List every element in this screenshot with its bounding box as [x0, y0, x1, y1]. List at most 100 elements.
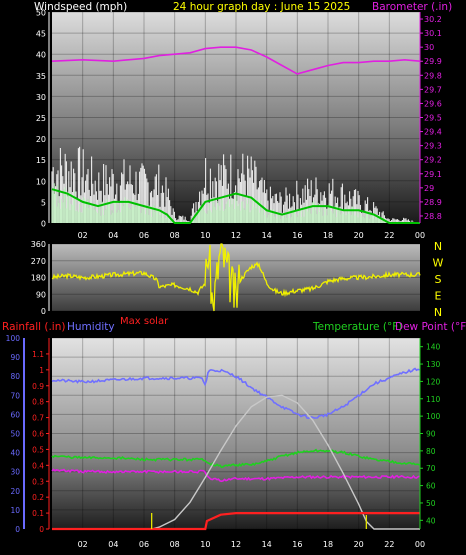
temp-x-tick-label: 22	[384, 540, 394, 549]
rain-tick-label: 0.7	[32, 414, 44, 423]
barometer-tick-label: 29.4	[424, 128, 442, 137]
wind-direction-line	[51, 243, 421, 312]
barometer-tick-label: 28.8	[424, 212, 442, 221]
temp-x-tick-label: 20	[354, 540, 364, 549]
temp-x-tick-label: 10	[200, 540, 210, 549]
temp-tick-label: 50	[426, 499, 436, 508]
barometer-tick-label: 29.5	[424, 114, 442, 123]
temp-tick-label: 140	[426, 343, 441, 352]
dew-point-label: Dew Point (°F)	[395, 321, 466, 333]
wind-y-tick-label: 0	[41, 220, 46, 229]
rain-tick-label: 0.8	[32, 398, 44, 407]
barometer-label: Barometer (.in)	[372, 1, 452, 13]
barometer-line	[51, 46, 421, 75]
wind-x-tick-label: 16	[292, 231, 302, 240]
barometer-tick-label: 30.2	[424, 15, 442, 24]
humidity-tick-label: 80	[10, 372, 20, 381]
rain-tick-label: 0.2	[32, 493, 44, 502]
barometer-tick-label: 29.9	[424, 57, 442, 66]
wind-x-tick-label: 12	[231, 231, 241, 240]
wind-x-tick-label: 02	[78, 231, 88, 240]
wind-x-tick-label: 14	[262, 231, 272, 240]
temp-x-tick-label: 00	[415, 540, 425, 549]
wind-average-series	[51, 183, 388, 223]
direction-y-tick-label: 270	[31, 257, 46, 266]
rain-tick-label: 0.6	[32, 430, 44, 439]
temp-tick-label: 90	[426, 430, 436, 439]
wind-x-tick-label: 20	[354, 231, 364, 240]
wind-y-tick-label: 40	[36, 51, 46, 60]
series-rainfall	[52, 512, 420, 531]
temp-tick-label: 60	[426, 482, 436, 491]
rain-tick-label: 1.1	[32, 350, 44, 359]
humidity-tick-label: 40	[10, 449, 20, 458]
barometer-tick-label: 28.9	[424, 198, 442, 207]
wind-x-tick-label: 18	[323, 231, 333, 240]
compass-label: N	[434, 240, 442, 253]
humidity-tick-label: 70	[10, 391, 20, 400]
series-max-solar	[52, 394, 420, 530]
temp-tick-label: 130	[426, 360, 441, 369]
wind-y-tick-label: 35	[36, 72, 46, 81]
barometer-tick-label: 29.1	[424, 170, 442, 179]
compass-label: N	[434, 306, 442, 319]
temp-x-tick-label: 08	[170, 540, 180, 549]
wind-x-tick-label: 10	[200, 231, 210, 240]
rain-tick-label: 0.1	[32, 509, 44, 518]
direction-y-tick-label: 360	[31, 240, 46, 249]
wind-x-tick-label: 08	[170, 231, 180, 240]
direction-y-tick-label: 0	[41, 307, 46, 316]
barometer-tick-label: 29.6	[424, 99, 442, 108]
barometer-tick-label: 29	[424, 184, 434, 193]
temp-x-tick-label: 02	[78, 540, 88, 549]
compass-label: E	[435, 290, 442, 303]
rain-tick-label: 0.9	[32, 382, 44, 391]
temp-x-tick-label: 16	[292, 540, 302, 549]
humidity-tick-label: 30	[10, 468, 20, 477]
wind-x-tick-label: 22	[384, 231, 394, 240]
temp-tick-label: 110	[426, 395, 441, 404]
series-temperature	[51, 448, 420, 469]
barometer-tick-label: 29.2	[424, 156, 442, 165]
wind-y-tick-label: 50	[36, 9, 46, 18]
max-solar-label: Max solar	[120, 316, 169, 327]
compass-label: S	[435, 273, 442, 286]
wind-y-tick-label: 5	[41, 198, 46, 207]
humidity-label: Humidity	[67, 321, 115, 333]
rainfall-label: Rainfall (.in)	[2, 321, 65, 333]
humidity-tick-label: 60	[10, 410, 20, 419]
humidity-tick-label: 100	[6, 334, 21, 343]
humidity-tick-label: 90	[10, 353, 20, 362]
barometer-tick-label: 29.7	[424, 85, 442, 94]
wind-y-tick-label: 15	[36, 156, 46, 165]
temp-x-tick-label: 18	[323, 540, 333, 549]
temperature-panel	[52, 338, 420, 529]
temp-x-tick-label: 04	[108, 540, 118, 549]
temp-x-tick-label: 12	[231, 540, 241, 549]
temp-x-tick-label: 06	[139, 540, 149, 549]
windspeed-label: Windspeed (mph)	[34, 1, 127, 13]
rain-tick-label: 1	[39, 366, 44, 375]
barometer-tick-label: 29.3	[424, 142, 442, 151]
temp-tick-label: 80	[426, 447, 436, 456]
wind-x-tick-label: 06	[139, 231, 149, 240]
axes: 0510152025303540455028.828.92929.129.229…	[6, 9, 444, 550]
series-humidity	[51, 367, 420, 420]
wind-average-line	[51, 188, 420, 224]
wind-y-tick-label: 45	[36, 30, 46, 39]
rain-tick-label: 0	[39, 525, 44, 534]
humidity-tick-label: 10	[10, 506, 20, 515]
temp-tick-label: 70	[426, 464, 436, 473]
wind-y-tick-label: 10	[36, 177, 46, 186]
barometer-tick-label: 30	[424, 43, 434, 52]
direction-y-tick-label: 90	[36, 290, 46, 299]
barometer-tick-label: 29.8	[424, 71, 442, 80]
humidity-tick-label: 50	[10, 430, 20, 439]
direction-y-tick-label: 180	[31, 274, 46, 283]
compass-label: W	[433, 257, 444, 270]
series-dew-point	[51, 468, 420, 483]
temp-x-tick-label: 14	[262, 540, 272, 549]
rain-tick-label: 0.4	[32, 461, 44, 470]
